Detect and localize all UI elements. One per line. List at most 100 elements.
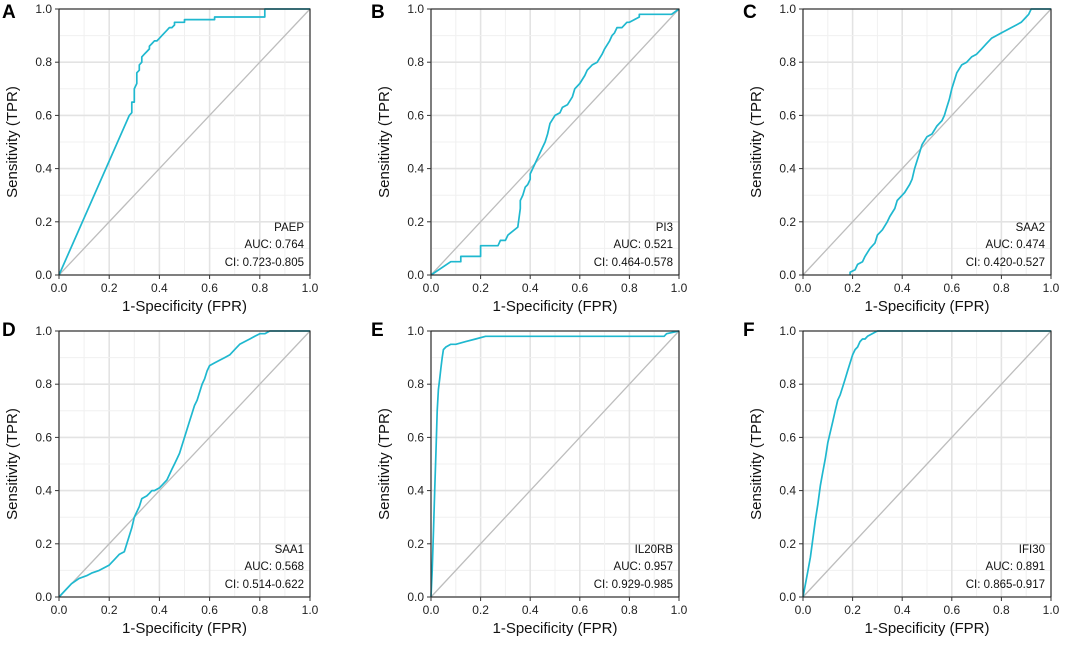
ci-label: CI: 0.723-0.805: [225, 257, 304, 269]
roc-curve-paep: [58, 8, 310, 276]
y-axis-title: Sensitivity (TPR): [376, 86, 393, 198]
x-tick-label: 1.0: [1043, 603, 1060, 617]
plot-frame: [430, 330, 680, 598]
y-tick-label: 1.0: [407, 2, 424, 16]
y-tick-label: 0.4: [35, 162, 52, 176]
roc-panel-f: F 0.00.0 0.2 0.2 0.4 0.4 0.6 0.6 0.8 0.8 1.0 1.0 1-S…: [743, 320, 1060, 637]
x-tick-label: 0.0: [51, 603, 68, 617]
auc-label: AUC: 0.891: [986, 561, 1045, 573]
panel-letter: D: [2, 320, 16, 341]
x-tick-label: 0.8: [251, 603, 268, 617]
chance-diagonal-line: [802, 8, 1052, 276]
panel-letter: F: [743, 320, 755, 341]
x-tick-label: 0.6: [571, 603, 588, 617]
y-tick-label: 0.2: [407, 215, 424, 229]
chance-diagonal-line: [802, 330, 1052, 598]
x-tick-label: 0.0: [423, 603, 440, 617]
chance-diagonal-line: [58, 8, 311, 276]
plot-frame: [802, 330, 1052, 598]
x-tick-label: 0.4: [151, 603, 168, 617]
chance-diagonal-line: [430, 8, 680, 276]
x-tick-label: 0.2: [472, 603, 489, 617]
y-tick-label: 0.6: [35, 108, 52, 122]
plot-frame: [430, 8, 680, 276]
x-tick-label: 0.6: [201, 603, 218, 617]
x-tick-label: 0.2: [844, 603, 861, 617]
x-axis-title: 1-Specificity (FPR): [864, 620, 989, 637]
y-tick-label: 0.6: [35, 430, 52, 444]
x-tick-label: 0.4: [894, 281, 911, 295]
marker-label: SAA1: [275, 544, 304, 556]
marker-label: SAA2: [1016, 222, 1045, 234]
auc-label: AUC: 0.568: [245, 561, 304, 573]
x-tick-label: 1.0: [302, 603, 319, 617]
x-tick-label: 0.4: [894, 603, 911, 617]
y-tick-label: 0.6: [779, 430, 796, 444]
x-tick-label: 0.2: [101, 281, 118, 295]
x-tick-label: 1.0: [1043, 281, 1060, 295]
roc-curve-saa2: [849, 8, 1051, 275]
x-tick-label: 0.6: [943, 281, 960, 295]
x-axis-title: 1-Specificity (FPR): [122, 620, 247, 637]
panel-letter: A: [2, 2, 16, 23]
y-tick-label: 0.6: [779, 108, 796, 122]
y-tick-label: 0.8: [779, 377, 796, 391]
x-tick-label: 0.0: [423, 281, 440, 295]
x-tick-label: 0.0: [51, 281, 68, 295]
y-tick-label: 0.4: [779, 484, 796, 498]
ci-label: CI: 0.865-0.917: [966, 579, 1045, 591]
y-tick-label: 0.0: [35, 590, 52, 604]
roc-curve-saa1: [58, 330, 310, 598]
plot-frame: [802, 8, 1052, 276]
auc-label: AUC: 0.474: [986, 239, 1046, 251]
x-tick-label: 0.8: [621, 603, 638, 617]
x-axis-title: 1-Specificity (FPR): [122, 298, 247, 315]
y-tick-label: 0.2: [779, 537, 796, 551]
marker-label: PI3: [656, 222, 673, 234]
x-tick-label: 0.4: [522, 603, 539, 617]
panel-letter: C: [743, 2, 757, 23]
x-tick-label: 0.0: [795, 603, 812, 617]
chance-diagonal-line: [430, 330, 680, 598]
ci-label: CI: 0.420-0.527: [966, 257, 1045, 269]
y-tick-label: 0.4: [407, 162, 424, 176]
y-tick-label: 0.2: [35, 537, 52, 551]
y-tick-label: 0.2: [407, 537, 424, 551]
y-tick-label: 0.0: [779, 268, 796, 282]
marker-label: IFI30: [1019, 544, 1045, 556]
x-tick-label: 0.6: [201, 281, 218, 295]
auc-label: AUC: 0.521: [614, 239, 673, 251]
chance-diagonal-line: [58, 330, 311, 598]
y-axis-title: Sensitivity (TPR): [748, 86, 765, 198]
x-tick-label: 0.6: [571, 281, 588, 295]
y-tick-label: 1.0: [779, 324, 796, 338]
x-tick-label: 0.8: [993, 281, 1010, 295]
x-axis-title: 1-Specificity (FPR): [492, 620, 617, 637]
panel-letter: E: [371, 320, 384, 341]
auc-label: AUC: 0.764: [245, 239, 305, 251]
y-axis-title: Sensitivity (TPR): [748, 408, 765, 520]
y-axis-title: Sensitivity (TPR): [4, 86, 21, 198]
x-tick-label: 1.0: [302, 281, 319, 295]
y-tick-label: 0.0: [407, 268, 424, 282]
x-tick-label: 0.2: [101, 603, 118, 617]
roc-panel-e: E 0.00.0 0.2 0.2 0.4 0.4 0.6 0.6 0.8 0.8 1.0 1.0 1-S…: [371, 320, 688, 637]
y-tick-label: 0.4: [779, 162, 796, 176]
y-tick-label: 0.0: [407, 590, 424, 604]
x-tick-label: 0.4: [522, 281, 539, 295]
plot-frame: [58, 330, 311, 598]
y-tick-label: 0.8: [779, 55, 796, 69]
panel-letter: B: [371, 2, 385, 23]
roc-panel-d: D 0.00.0 0.2 0.2 0.4 0.4 0.6 0.6 0.8 0.8 1.0 1.0 1-S…: [2, 320, 319, 637]
x-axis-title: 1-Specificity (FPR): [492, 298, 617, 315]
y-tick-label: 0.6: [407, 430, 424, 444]
y-tick-label: 0.2: [779, 215, 796, 229]
ci-label: CI: 0.464-0.578: [594, 257, 673, 269]
roc-curve-ifi30: [802, 330, 1051, 598]
x-tick-label: 0.8: [621, 281, 638, 295]
y-tick-label: 1.0: [407, 324, 424, 338]
x-axis-title: 1-Specificity (FPR): [864, 298, 989, 315]
roc-panel-c: C 0.00.0 0.2 0.2 0.4 0.4 0.6 0.6 0.8 0.8 1.0 1.0 1-S…: [743, 2, 1060, 315]
y-tick-label: 1.0: [35, 2, 52, 16]
